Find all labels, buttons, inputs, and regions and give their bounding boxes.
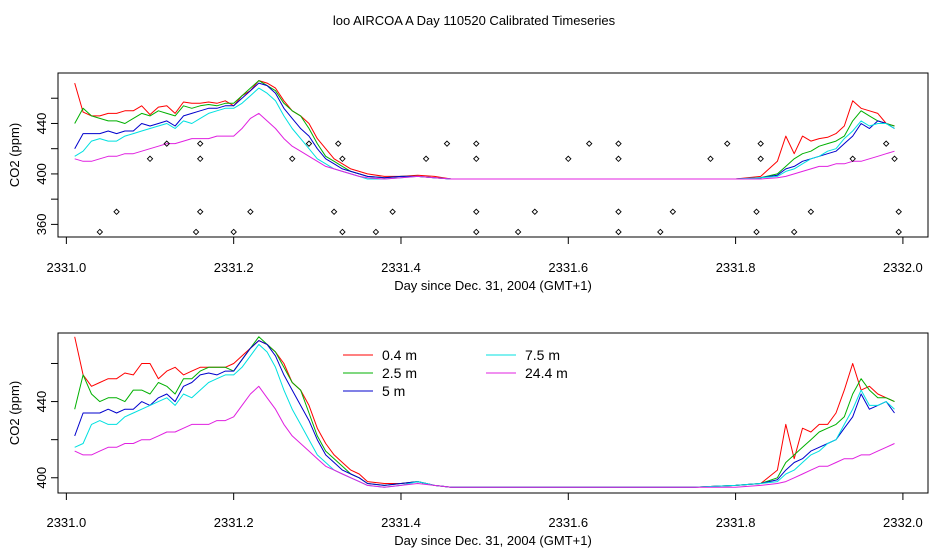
series-line xyxy=(74,336,895,488)
data-point-marker xyxy=(473,140,480,147)
data-point-marker xyxy=(657,228,664,236)
plot-bottom: 2331.0 2331.2 2331.4 2331.6 2331.8 2332.0 400 4… xyxy=(7,332,929,548)
series-line xyxy=(74,385,895,488)
data-point-marker xyxy=(807,208,815,216)
data-point-marker xyxy=(247,208,254,216)
x-tick-label: 2332.0 xyxy=(883,515,923,530)
data-point-marker xyxy=(473,228,480,236)
data-point-marker xyxy=(615,228,622,236)
legend-label: 7.5 m xyxy=(525,347,560,363)
series-line xyxy=(74,82,895,180)
x-tick-label: 2331.8 xyxy=(716,515,756,530)
y-tick-label: 400 xyxy=(34,163,49,185)
series-line xyxy=(74,80,895,180)
data-point-marker xyxy=(113,208,120,216)
data-point-marker xyxy=(753,228,760,236)
data-point-marker xyxy=(196,155,204,163)
data-point-marker xyxy=(615,208,622,216)
data-point-marker xyxy=(669,208,677,216)
data-point-marker xyxy=(389,208,396,216)
series-line xyxy=(74,80,895,180)
plot-top: 2331.0 2331.2 2331.4 2331.6 2331.8 2332.0 360 4… xyxy=(7,72,929,293)
data-point-marker xyxy=(895,208,902,216)
data-point-marker xyxy=(891,155,898,163)
legend-label: 0.4 m xyxy=(382,347,417,363)
data-point-marker xyxy=(230,228,237,236)
x-tick-label: 2331.2 xyxy=(214,515,254,530)
x-axis-title: Day since Dec. 31, 2004 (GMT+1) xyxy=(394,533,592,548)
data-point-marker xyxy=(372,228,380,236)
legend-label: 24.4 m xyxy=(525,365,568,381)
data-point-marker xyxy=(192,228,200,236)
x-tick-label: 2331.6 xyxy=(548,260,588,275)
y-tick-label: 400 xyxy=(34,467,49,489)
data-point-marker xyxy=(288,155,296,163)
series-line xyxy=(74,87,895,180)
data-point-marker xyxy=(330,208,338,216)
series-line xyxy=(74,112,895,180)
x-tick-label: 2331.6 xyxy=(548,515,588,530)
x-tick-label: 2331.4 xyxy=(381,260,421,275)
x-tick-label: 2331.8 xyxy=(716,260,756,275)
data-point-marker xyxy=(615,155,622,163)
y-axis-title: CO2 (ppm) xyxy=(7,381,22,445)
x-tick-label: 2331.0 xyxy=(46,515,86,530)
x-tick-label: 2332.0 xyxy=(883,260,923,275)
data-point-marker xyxy=(723,140,731,147)
y-tick-label: 360 xyxy=(34,214,49,236)
series-line xyxy=(74,340,895,488)
y-axis-title: CO2 (ppm) xyxy=(7,123,22,187)
data-point-marker xyxy=(790,228,798,236)
data-point-marker xyxy=(196,140,204,147)
data-point-marker xyxy=(146,155,154,163)
x-tick-label: 2331.0 xyxy=(46,260,86,275)
x-axis-title: Day since Dec. 31, 2004 (GMT+1) xyxy=(394,278,592,293)
data-point-marker xyxy=(96,228,104,236)
x-tick-label: 2331.4 xyxy=(381,515,421,530)
data-point-marker xyxy=(335,140,342,147)
data-point-marker xyxy=(531,208,539,216)
legend-label: 5 m xyxy=(382,383,405,399)
data-point-marker xyxy=(565,155,572,163)
data-point-marker xyxy=(707,155,714,163)
data-point-marker xyxy=(422,155,430,163)
data-point-marker xyxy=(305,140,313,147)
y-tick-label: 440 xyxy=(34,391,49,413)
data-point-marker xyxy=(757,155,764,163)
data-point-marker xyxy=(339,228,346,236)
data-point-marker xyxy=(882,140,890,147)
plot-frame xyxy=(57,72,929,238)
legend-label: 2.5 m xyxy=(382,365,417,381)
main-title: loo AIRCOA A Day 110520 Calibrated Times… xyxy=(333,13,616,28)
series-line xyxy=(74,336,895,488)
data-point-marker xyxy=(339,155,346,163)
data-point-marker xyxy=(443,140,451,147)
data-point-marker xyxy=(753,208,760,216)
y-tick-label: 440 xyxy=(34,113,49,135)
data-point-marker xyxy=(473,155,480,163)
data-point-marker xyxy=(163,140,170,147)
data-point-marker xyxy=(514,228,522,236)
series-line xyxy=(74,343,895,488)
data-point-marker xyxy=(849,155,856,163)
data-point-marker xyxy=(895,228,902,236)
data-point-marker xyxy=(615,140,622,147)
data-point-marker xyxy=(196,208,204,216)
data-point-marker xyxy=(473,208,480,216)
plot-frame xyxy=(57,332,929,494)
x-tick-label: 2331.2 xyxy=(214,260,254,275)
data-point-marker xyxy=(757,140,764,147)
data-point-marker xyxy=(585,140,593,147)
